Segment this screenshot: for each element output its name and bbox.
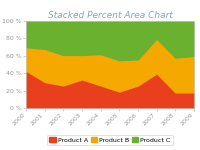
Legend: Product A, Product B, Product C: Product A, Product B, Product C	[47, 135, 173, 145]
Text: Stacked Percent Area Chart: Stacked Percent Area Chart	[48, 11, 172, 20]
